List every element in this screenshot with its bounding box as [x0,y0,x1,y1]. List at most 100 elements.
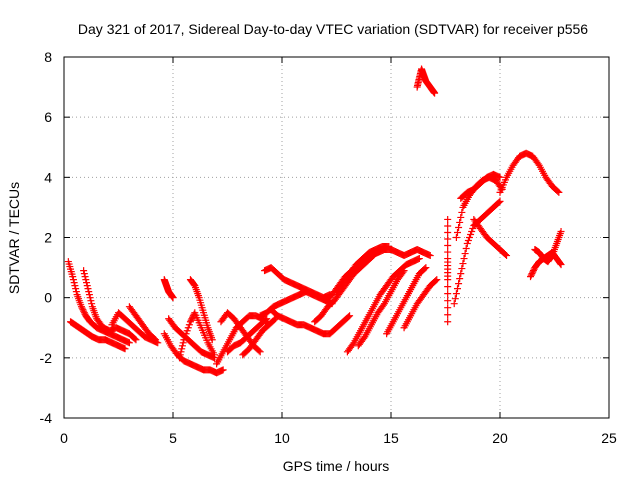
data-point [453,228,461,236]
data-point [72,288,80,296]
x-tick-label: 25 [601,430,617,446]
data-point [555,188,563,196]
y-tick-label: 6 [44,109,52,125]
y-tick-label: 0 [44,290,52,306]
data-point [457,213,465,221]
data-point [444,242,452,250]
data-point [444,235,452,243]
data-point [131,335,139,343]
data-point [70,279,78,287]
data-point [444,318,452,326]
data-point [182,330,190,338]
series-arc-x [400,276,441,332]
data-point [179,339,187,347]
series-arc-z [444,215,452,326]
data-point [78,304,86,312]
data-point [187,316,195,324]
series-arc-u [343,255,423,356]
series-arc-w [383,264,430,338]
data-point [152,336,160,344]
data-point [178,342,186,350]
data-point [444,228,452,236]
data-point [501,251,509,259]
data-point [453,285,461,293]
series-arc-p [256,288,336,320]
data-point [462,245,470,253]
data-point [444,248,452,256]
data-point [534,160,542,168]
data-point [399,268,407,276]
data-point [80,267,88,275]
data-point [83,282,91,290]
data-point [554,187,562,195]
data-point [528,270,536,278]
series-arc-v [354,267,408,350]
data-point [557,261,565,269]
data-point [180,336,188,344]
axis-ticks [63,56,610,419]
data-point [181,333,189,341]
data-point [556,260,564,268]
data-point [527,273,535,281]
data-point [87,297,95,305]
data-point [69,276,77,284]
data-point [270,316,278,324]
data-point [185,321,193,329]
data-point [548,253,556,261]
series-arc-b [67,318,129,353]
data-point [177,348,185,356]
data-point [178,345,186,353]
data-point [360,334,368,342]
y-tick-label: 4 [44,169,52,185]
series-arc-y [413,65,439,97]
data-point [72,285,80,293]
data-point [458,265,466,273]
series-arc-c [80,267,140,344]
data-point [86,294,94,302]
data-point [461,250,469,258]
data-point [450,300,458,308]
data-point [80,309,88,317]
data-point [458,208,466,216]
data-point [431,89,439,97]
x-tick-label: 10 [274,430,290,446]
data-point [71,282,79,290]
data-point [84,285,92,293]
data-point [385,243,393,251]
data-point [346,312,354,320]
series-arc-ab [450,197,504,308]
data-point [464,237,472,245]
data-point [186,318,194,326]
data-point [495,198,503,206]
x-tick-label: 20 [492,430,508,446]
data-point [444,297,452,305]
data-point [496,197,504,205]
series-arc-q [267,306,354,338]
y-axis-label: SDTVAR / TECUs [6,182,22,294]
data-point [210,351,218,359]
series-arc-d [108,309,162,347]
data-point [467,230,475,238]
series-arc-ac [457,170,504,202]
data-point [444,283,452,291]
data-point [415,255,423,263]
grid [64,57,609,418]
data-point [262,316,270,324]
data-point [125,339,133,347]
data-point [456,275,464,283]
data-point [459,260,467,268]
data-point [132,336,140,344]
data-point [349,340,357,348]
data-point [444,215,452,223]
data-point [432,277,440,285]
series-arc-i [176,309,218,362]
data-point [150,335,158,343]
data-point [80,270,88,278]
data-point [444,222,452,230]
data-point [503,252,511,260]
data-point [183,327,191,335]
data-point [81,273,89,281]
data-point [69,273,77,281]
data-point [455,223,463,231]
series-arc-e [125,303,160,344]
